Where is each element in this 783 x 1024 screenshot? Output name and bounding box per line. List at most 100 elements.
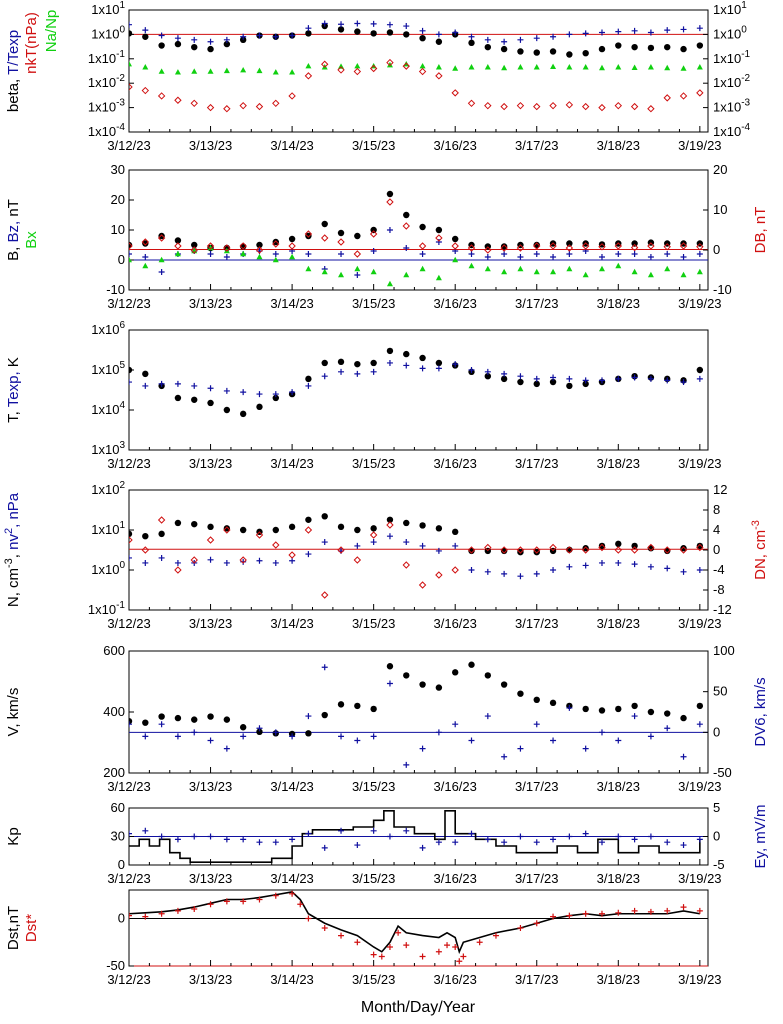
x-tick-label: 3/15/23 xyxy=(352,456,395,471)
data-point xyxy=(550,567,557,573)
data-point xyxy=(129,912,132,919)
data-point xyxy=(191,906,198,912)
y-axis-title-right: DV6, km/s xyxy=(752,677,769,746)
data-point xyxy=(614,101,623,110)
series-1 xyxy=(129,661,704,738)
data-point xyxy=(142,262,149,269)
data-point xyxy=(435,31,442,38)
data-point xyxy=(598,265,605,272)
y-tick-label-right: -4 xyxy=(713,562,725,577)
data-point xyxy=(370,368,377,375)
data-point xyxy=(207,251,214,257)
y-axis-title-left-3: Na/Np xyxy=(43,10,60,53)
data-point xyxy=(598,707,606,714)
x-tick-label: 3/12/23 xyxy=(107,296,150,311)
data-point xyxy=(452,29,459,36)
data-point xyxy=(129,554,132,561)
data-point xyxy=(338,733,345,740)
data-point xyxy=(501,268,508,275)
data-point xyxy=(354,702,361,710)
data-point xyxy=(550,63,557,70)
data-point xyxy=(157,234,166,242)
data-point xyxy=(631,27,638,34)
y-axis-title-left-2: nkT(nPa) xyxy=(23,12,40,74)
data-point xyxy=(354,232,361,240)
data-point xyxy=(615,737,622,744)
plot-frame xyxy=(128,650,709,774)
y-axis-title-left-2: Bx xyxy=(23,231,40,249)
data-point xyxy=(206,103,215,112)
x-tick-label: 3/19/23 xyxy=(678,296,721,311)
data-point xyxy=(256,896,263,903)
data-point xyxy=(157,516,166,524)
data-point xyxy=(680,45,687,53)
data-point xyxy=(142,827,149,834)
data-point xyxy=(190,99,198,108)
data-point xyxy=(386,533,393,540)
data-point xyxy=(468,547,475,555)
data-point xyxy=(696,836,703,843)
data-point xyxy=(598,559,605,566)
data-point xyxy=(631,702,638,710)
data-point xyxy=(272,238,279,246)
data-point xyxy=(403,539,410,546)
data-point xyxy=(598,64,605,71)
y-axis-title-left-2: Dst* xyxy=(23,914,40,943)
data-point xyxy=(354,842,361,849)
data-point xyxy=(647,242,655,250)
data-point xyxy=(338,827,345,834)
data-point xyxy=(142,913,149,920)
series-2 xyxy=(129,20,703,45)
data-point xyxy=(615,64,622,70)
data-point xyxy=(696,366,704,374)
data-point xyxy=(566,265,573,272)
data-point xyxy=(500,45,508,53)
data-point xyxy=(696,42,704,49)
data-point xyxy=(435,684,443,691)
data-point xyxy=(207,833,214,840)
data-point xyxy=(696,251,703,257)
data-point xyxy=(174,566,182,574)
data-point xyxy=(354,265,361,272)
data-point xyxy=(663,94,671,102)
data-point xyxy=(533,548,540,556)
y-tick-label-left: 1x105 xyxy=(91,360,125,377)
data-point xyxy=(395,929,402,936)
data-point xyxy=(582,49,589,57)
data-point xyxy=(451,89,459,97)
data-point xyxy=(452,839,459,846)
x-tick-label: 3/12/23 xyxy=(107,779,150,794)
x-tick-label: 3/12/23 xyxy=(107,456,150,471)
data-point xyxy=(386,347,394,355)
data-point xyxy=(304,230,313,238)
series-2 xyxy=(129,664,703,768)
data-point xyxy=(158,833,165,840)
data-point xyxy=(664,547,671,555)
y-tick-label-left: 1x100 xyxy=(91,24,125,41)
y-tick-label-left: 1x103 xyxy=(91,440,125,457)
data-point xyxy=(272,240,280,248)
y-tick-label-right: 12 xyxy=(713,482,727,497)
data-point xyxy=(129,242,133,250)
data-point xyxy=(566,833,573,840)
data-point xyxy=(240,733,247,740)
data-point xyxy=(468,251,475,257)
data-point xyxy=(403,350,410,358)
data-point xyxy=(435,571,443,579)
data-point xyxy=(207,556,214,563)
data-point xyxy=(484,43,492,51)
data-point xyxy=(435,839,442,846)
y-tick-label-right: 5 xyxy=(713,800,720,815)
data-point xyxy=(272,559,279,566)
data-point xyxy=(517,548,524,556)
data-point xyxy=(129,61,132,67)
y-axis-title-left: Kp xyxy=(5,827,22,845)
data-point xyxy=(418,242,427,250)
data-point xyxy=(386,61,393,68)
data-point xyxy=(419,522,426,529)
data-point xyxy=(142,719,149,726)
data-point xyxy=(549,699,557,707)
data-point xyxy=(321,844,328,851)
data-point xyxy=(451,242,459,250)
data-point xyxy=(435,234,443,242)
